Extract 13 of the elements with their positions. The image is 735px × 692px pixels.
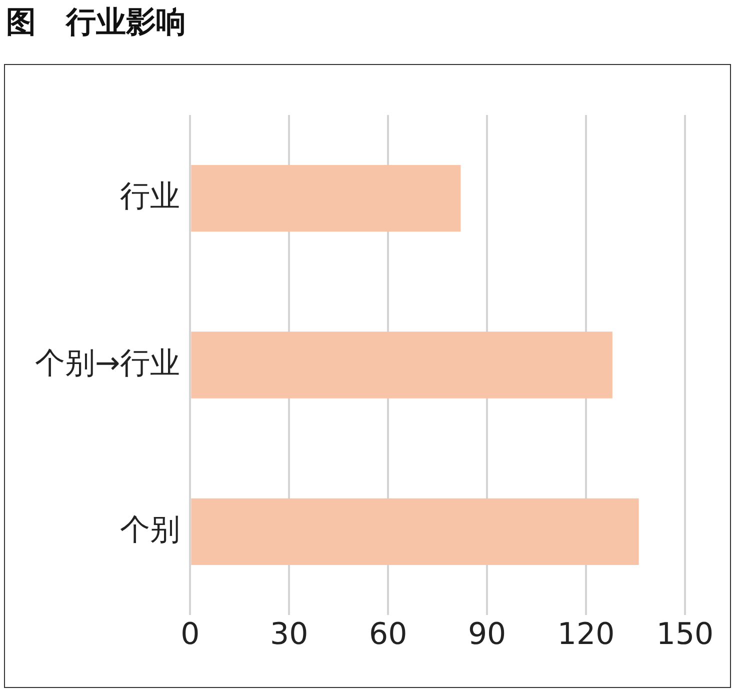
- x-tick-label: 90: [468, 616, 506, 652]
- bar: [191, 165, 461, 232]
- bar: [191, 498, 639, 565]
- x-tick-label: 120: [557, 616, 615, 652]
- y-tick-label: 行业: [120, 179, 180, 214]
- x-tick-label: 0: [180, 616, 200, 652]
- x-tick-label: 60: [368, 616, 408, 652]
- chart-title: 图 行业影响: [6, 4, 186, 42]
- y-tick-label: 个别: [120, 512, 180, 548]
- bar: [191, 332, 612, 398]
- x-tick-label: 30: [270, 616, 308, 652]
- x-tick-label: 150: [656, 616, 714, 652]
- y-tick-label: 个别→行业: [34, 346, 180, 381]
